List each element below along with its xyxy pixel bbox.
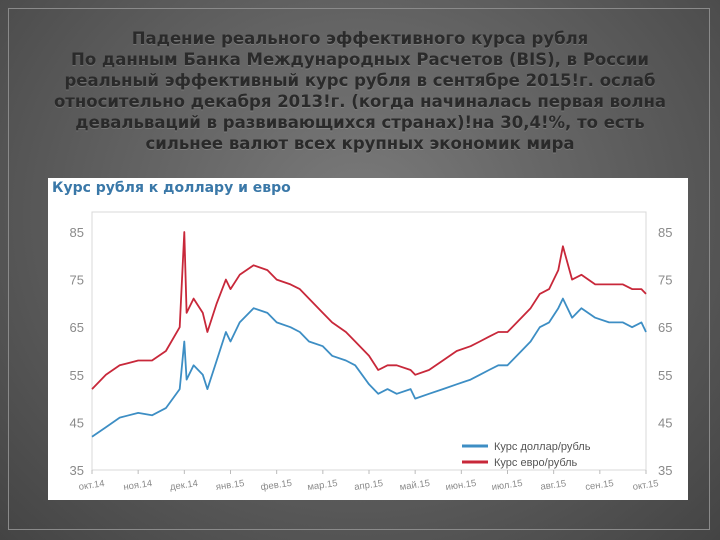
- x-tick-label: фев.15: [260, 478, 293, 493]
- x-tick-label: авг.15: [540, 478, 567, 492]
- x-tick-label: окт.14: [78, 478, 105, 493]
- chart-panel: Курс рубля к доллару и евро 35 35 45 45 55 55…: [48, 178, 688, 500]
- x-tick-label: окт.15: [632, 478, 659, 493]
- title-line-2: По данным Банка Международных Расчетов (…: [71, 50, 649, 69]
- y-tick-label-left: 55: [70, 368, 84, 383]
- x-tick-label: янв.15: [215, 478, 245, 493]
- chart-title: Курс рубля к доллару и евро: [52, 180, 291, 196]
- y-tick-label-right: 65: [658, 320, 672, 335]
- title-line-4: относительно декабря 2013!г. (когда начи…: [53, 92, 667, 111]
- title-line-5: девальваций в развивающихся странах)!на …: [75, 113, 645, 132]
- y-tick-label-left: 75: [70, 273, 84, 288]
- y-tick-label-left: 35: [70, 463, 84, 478]
- slide-title: Падение реального эффективного курса руб…: [20, 28, 700, 154]
- y-tick-label-left: 65: [70, 320, 84, 335]
- x-tick-label: мар.15: [307, 478, 339, 493]
- y-tick-label-right: 55: [658, 368, 672, 383]
- legend-label-2: Курс евро/рубль: [494, 457, 578, 469]
- slide-frame: [8, 8, 710, 530]
- y-tick-label-left: 45: [70, 415, 84, 430]
- y-tick-label-right: 35: [658, 463, 672, 478]
- x-tick-label: апр.15: [354, 478, 384, 493]
- y-tick-label-right: 85: [658, 225, 672, 240]
- y-tick-label-left: 85: [70, 225, 84, 240]
- legend-label-1: Курс доллар/рубль: [494, 441, 591, 453]
- series-line-1: [91, 297, 647, 438]
- x-tick-label: июн.15: [445, 478, 477, 493]
- title-line-1: Падение реального эффективного курса руб…: [131, 29, 589, 48]
- title-line-3: реальный эффективный курс рубля в сентяб…: [64, 71, 656, 90]
- y-tick-label-right: 45: [658, 415, 672, 430]
- x-tick-label: сен.15: [585, 478, 615, 493]
- x-tick-label: июл.15: [491, 478, 523, 493]
- x-tick-label: ноя.14: [123, 478, 153, 493]
- x-tick-label: май.15: [399, 478, 431, 493]
- x-tick-label: дек.14: [169, 478, 198, 493]
- y-tick-label-right: 75: [658, 273, 672, 288]
- line-chart: 35 35 45 45 55 55 65 65 75 75 85 85 окт.14 ноя.14 дек.…: [70, 211, 672, 493]
- series-line-2: [91, 231, 647, 390]
- title-line-6: сильнее валют всех крупных экономик мира: [145, 134, 575, 153]
